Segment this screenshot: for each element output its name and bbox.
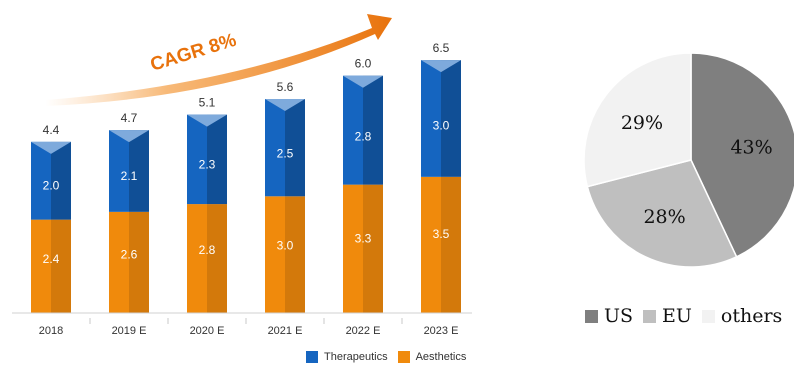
data-label-aesthetics-1: 2.6	[121, 247, 138, 261]
bar-therapeutics-5	[421, 60, 441, 177]
bar-aesthetics-1	[109, 211, 129, 313]
bar-therapeutics-shade-3	[285, 99, 305, 197]
pie-slice-us	[690, 52, 794, 258]
pie-slice-others	[583, 52, 692, 188]
bar-aesthetics-0	[31, 219, 51, 313]
total-label-3: 5.6	[277, 80, 294, 94]
pie-label-us: 43%	[730, 136, 772, 158]
pie-label-others: 29%	[621, 112, 663, 134]
bar-therapeutics-shade-5	[441, 60, 461, 177]
cagr-annotation: CAGR 8%	[148, 30, 239, 76]
bar-aesthetics-shade-0	[51, 219, 71, 313]
bar-aesthetics-shade-4	[363, 184, 383, 313]
bar-aesthetics-shade-2	[207, 204, 227, 313]
bar-therapeutics-3	[265, 99, 285, 197]
pie-label-eu: 28%	[643, 206, 685, 228]
bar-cap-2	[187, 114, 227, 127]
legend-swatch-others	[701, 309, 715, 323]
total-label-2: 5.1	[199, 96, 216, 110]
legend-swatch-aesthetics	[397, 351, 410, 363]
bar-legend: Therapeutics Aesthetics	[306, 351, 466, 363]
legend-label-eu: EU	[662, 305, 692, 327]
legend-swatch-us	[585, 309, 598, 323]
bar-aesthetics-2	[187, 204, 207, 313]
data-label-aesthetics-3: 3.0	[277, 238, 294, 252]
bar-cap-1	[109, 130, 149, 143]
data-label-therapeutics-2: 2.3	[199, 158, 216, 172]
data-label-aesthetics-5: 3.5	[433, 227, 450, 241]
total-label-0: 4.4	[43, 123, 60, 137]
bar-group-0: 2.4 2.0 4.4	[31, 123, 71, 313]
legend-label-therapeutics: Therapeutics	[324, 351, 388, 363]
bar-aesthetics-shade-1	[129, 211, 149, 313]
bar-therapeutics-1	[109, 130, 129, 212]
bar-therapeutics-shade-4	[363, 75, 383, 185]
bar-group-4: 3.3 2.8 6.0	[343, 57, 383, 313]
total-label-5: 6.5	[433, 41, 450, 55]
pie-chart: 43% 28% 29%	[583, 52, 794, 268]
legend-item-eu: EU	[643, 305, 692, 327]
bar-cap-4	[343, 75, 383, 88]
x-tick-label-4: 2022 E	[346, 325, 381, 337]
legend-item-aesthetics: Aesthetics	[397, 351, 467, 363]
bar-therapeutics-shade-0	[51, 141, 71, 220]
bar-group-2: 2.8 2.3 5.1	[187, 96, 227, 313]
bar-therapeutics-shade-1	[129, 130, 149, 212]
legend-item-therapeutics: Therapeutics	[306, 351, 388, 363]
pie-slice-eu	[586, 159, 738, 268]
data-label-therapeutics-3: 2.5	[277, 147, 294, 161]
stacked-bar-chart: CAGR 8% 2.4 2.0 4.4 2.6 2.1 4.7 2.8 2.3 5.1 3.0 2.…	[12, 14, 472, 337]
bar-aesthetics-shade-5	[441, 176, 461, 313]
data-label-aesthetics-2: 2.8	[199, 243, 216, 257]
pie-legend: US EU others	[585, 305, 782, 327]
legend-label-us: US	[604, 305, 634, 327]
bar-aesthetics-shade-3	[285, 196, 305, 313]
bar-aesthetics-4	[343, 184, 363, 313]
bar-aesthetics-3	[265, 196, 285, 313]
total-label-1: 4.7	[121, 111, 138, 125]
legend-item-others: others	[701, 305, 783, 327]
x-tick-label-3: 2021 E	[268, 325, 303, 337]
bar-group-1: 2.6 2.1 4.7	[109, 111, 149, 313]
bar-group-5: 3.5 3.0 6.5	[421, 41, 461, 313]
data-label-therapeutics-5: 3.0	[433, 119, 450, 133]
data-label-aesthetics-0: 2.4	[43, 252, 60, 266]
bar-therapeutics-4	[343, 75, 363, 185]
data-label-therapeutics-0: 2.0	[43, 178, 60, 192]
legend-item-us: US	[585, 305, 633, 327]
bar-group-3: 3.0 2.5 5.6	[265, 80, 305, 313]
bar-cap-5	[421, 60, 461, 73]
bar-cap-0	[31, 141, 71, 154]
bar-therapeutics-shade-2	[207, 114, 227, 205]
bar-therapeutics-0	[31, 141, 51, 220]
bar-therapeutics-2	[187, 114, 207, 205]
legend-label-others: others	[720, 305, 783, 327]
data-label-therapeutics-4: 2.8	[355, 130, 372, 144]
bar-aesthetics-5	[421, 176, 441, 313]
legend-swatch-therapeutics	[306, 351, 318, 363]
x-tick-label-2: 2020 E	[190, 325, 225, 337]
x-tick-label-1: 2019 E	[112, 325, 147, 337]
data-label-therapeutics-1: 2.1	[121, 169, 138, 183]
total-label-4: 6.0	[355, 57, 372, 71]
data-label-aesthetics-4: 3.3	[355, 232, 372, 246]
legend-swatch-eu	[643, 309, 657, 323]
bar-cap-3	[265, 99, 305, 112]
x-tick-label-0: 2018	[39, 325, 63, 337]
legend-label-aesthetics: Aesthetics	[415, 351, 467, 363]
x-tick-label-5: 2023 E	[424, 325, 459, 337]
cagr-arrow	[45, 14, 392, 106]
